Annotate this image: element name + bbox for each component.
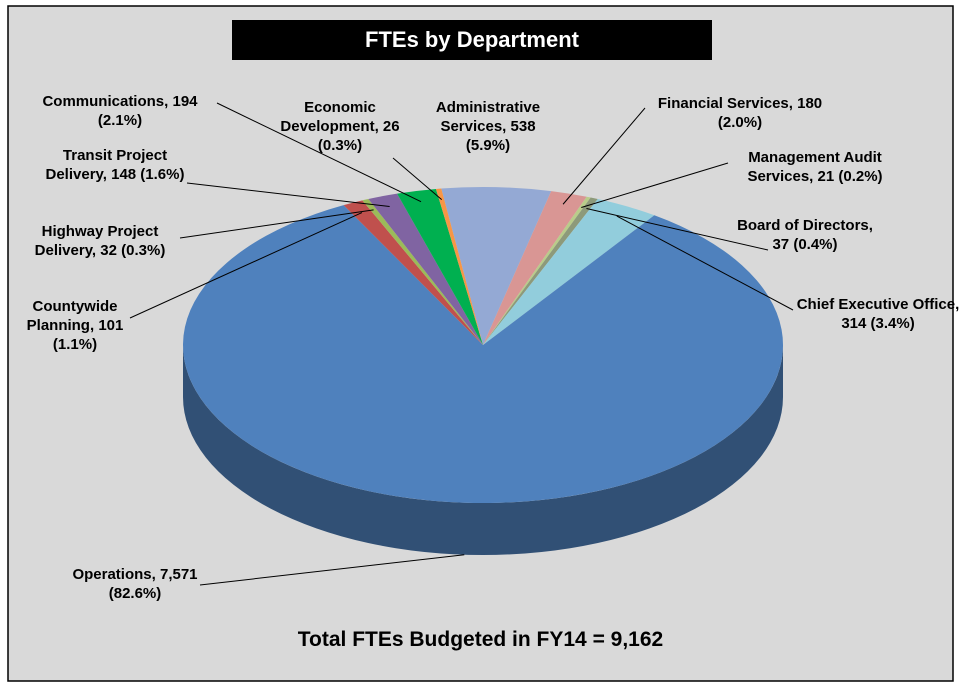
slice-label: Operations, 7,571 (82.6%) — [65, 565, 205, 603]
category-label: Chief Executive Office, — [796, 296, 960, 313]
pie-slice — [183, 205, 784, 504]
category-label: Highway Project Delivery, — [34, 223, 159, 259]
leader-line — [129, 212, 363, 319]
slice-label: Chief Executive Office, 314 (3.4%) — [793, 295, 961, 333]
leader-line — [179, 209, 374, 239]
value-label: 194 (2.1%) — [97, 93, 198, 129]
category-label: Administrative Services, — [435, 99, 541, 135]
leader-line — [581, 162, 729, 208]
value-label: 37 (0.4%) — [772, 236, 838, 253]
pie-slice — [483, 191, 587, 345]
slice-label: Administrative Services, 538 (5.9%) — [418, 98, 558, 155]
chart-title: FTEs by Department — [232, 20, 712, 60]
leader-line — [586, 208, 769, 251]
pie-slice — [435, 188, 483, 345]
pie-slice — [343, 200, 483, 345]
slice-label: Financial Services, 180 (2.0%) — [640, 94, 840, 132]
category-label: Operations, — [72, 566, 156, 583]
pie-slice — [397, 188, 483, 345]
category-label: Financial Services, — [657, 95, 793, 112]
slice-label: Transit Project Delivery, 148 (1.6%) — [40, 146, 190, 184]
pie-slice — [441, 187, 552, 345]
category-label: Board of Directors, — [737, 217, 873, 234]
annotation: Total FTEs Budgeted in FY14 = 9,162 — [297, 628, 664, 651]
value-label: 180 (2.0%) — [717, 95, 823, 131]
leader-line — [216, 102, 422, 203]
leader-line — [616, 215, 794, 311]
pie-slice — [362, 198, 483, 345]
category-label: Transit Project Delivery, — [45, 147, 168, 183]
slice-label: Management Audit Services, 21 (0.2%) — [725, 148, 905, 186]
leader-line — [199, 554, 465, 586]
value-label: 314 (3.4%) — [841, 315, 915, 332]
value-label: 32 (0.3%) — [100, 242, 166, 259]
value-label: 26 (0.3%) — [317, 118, 400, 154]
value-label: 7,571 (82.6%) — [108, 566, 198, 602]
value-label: 21 (0.2%) — [817, 168, 883, 185]
slice-label: Economic Development, 26 (0.3%) — [270, 98, 410, 155]
slice-label: Board of Directors, 37 (0.4%) — [730, 216, 880, 254]
value-label: 148 (1.6%) — [111, 166, 185, 183]
value-label: 538 (5.9%) — [465, 118, 536, 154]
category-label: Economic Development, — [280, 99, 379, 135]
pie-slice-side — [183, 345, 783, 555]
slice-label: Highway Project Delivery, 32 (0.3%) — [20, 222, 180, 260]
category-label: Communications, — [42, 93, 169, 110]
value-label: 101 (1.1%) — [52, 317, 124, 353]
slice-label: Communications, 194 (2.1%) — [35, 92, 205, 130]
pie-slice — [483, 199, 655, 345]
category-label: Countywide Planning, — [26, 298, 118, 334]
leader-line — [392, 157, 443, 201]
pie-slice — [368, 193, 483, 345]
leader-line — [186, 182, 390, 208]
category-label: Management Audit Services, — [747, 149, 882, 185]
pie-slice — [483, 197, 598, 345]
leader-line — [562, 107, 646, 205]
slice-label: Countywide Planning, 101 (1.1%) — [10, 297, 140, 354]
pie-slice — [483, 196, 591, 345]
